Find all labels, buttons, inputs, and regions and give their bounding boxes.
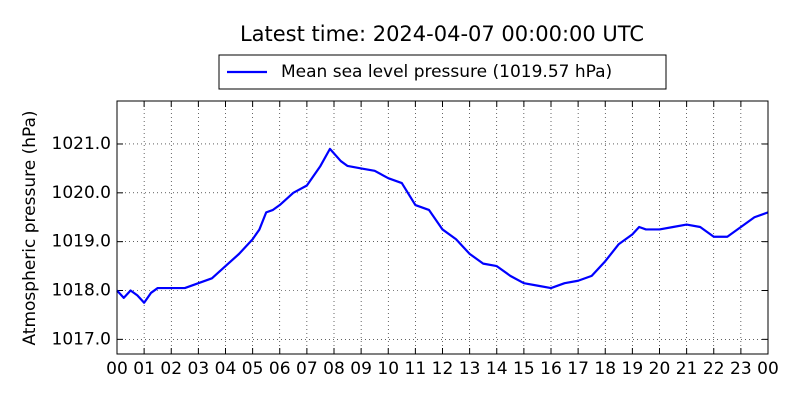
x-tick-label: 19 (622, 359, 644, 379)
x-tick-label: 07 (296, 359, 318, 379)
chart-title: Latest time: 2024-04-07 00:00:00 UTC (240, 22, 644, 46)
x-tick-label: 12 (432, 359, 454, 379)
y-axis-label: Atmospheric pressure (hPa) (20, 110, 40, 345)
x-tick-label: 14 (486, 359, 508, 379)
y-tick-label: 1019.0 (52, 232, 111, 252)
y-tick-label: 1020.0 (52, 183, 111, 203)
x-tick-label: 13 (459, 359, 481, 379)
x-tick-label: 00 (757, 359, 779, 379)
x-tick-label: 22 (703, 359, 725, 379)
y-tick-label: 1021.0 (52, 134, 111, 154)
x-tick-label: 05 (242, 359, 264, 379)
legend-box (218, 54, 667, 90)
x-tick-label: 21 (676, 359, 698, 379)
plot-frame (116, 100, 769, 355)
x-tick-label: 20 (649, 359, 671, 379)
x-tick-label: 00 (106, 359, 128, 379)
legend-label: Mean sea level pressure (1019.57 hPa) (281, 62, 612, 82)
x-tick-label: 01 (133, 359, 155, 379)
x-tick-label: 03 (188, 359, 210, 379)
x-tick-label: 17 (567, 359, 589, 379)
x-tick-label: 16 (540, 359, 562, 379)
x-tick-label: 11 (405, 359, 427, 379)
y-tick-label: 1017.0 (52, 329, 111, 349)
line-series (116, 147, 769, 304)
x-tick-label: 18 (594, 359, 616, 379)
x-tick-label: 09 (350, 359, 372, 379)
y-tick-label: 1018.0 (52, 281, 111, 301)
x-tick-label: 08 (323, 359, 345, 379)
x-tick-label: 10 (377, 359, 399, 379)
x-tick-label: 06 (269, 359, 291, 379)
x-tick-label: 23 (730, 359, 752, 379)
x-tick-label: 02 (160, 359, 182, 379)
x-tick-label: 15 (513, 359, 535, 379)
x-tick-label: 04 (215, 359, 237, 379)
